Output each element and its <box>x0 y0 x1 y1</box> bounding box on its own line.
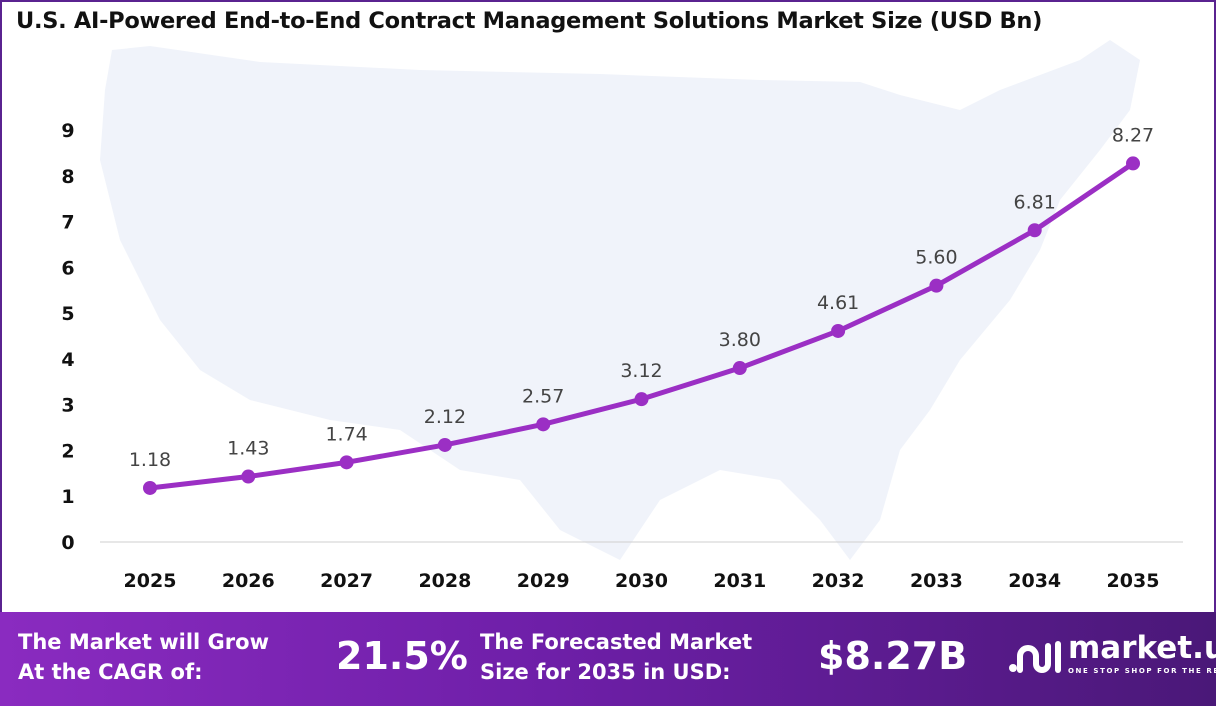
x-tick-label: 2026 <box>222 570 275 592</box>
data-point <box>732 361 747 376</box>
y-tick-label: 3 <box>61 395 74 417</box>
data-label: 2.12 <box>424 406 466 428</box>
us-map-background <box>100 40 1140 560</box>
x-tick-label: 2029 <box>517 570 570 592</box>
y-tick-label: 6 <box>61 257 74 279</box>
x-tick-label: 2035 <box>1107 570 1160 592</box>
data-point <box>929 278 944 293</box>
y-tick-label: 4 <box>61 349 74 371</box>
x-tick-label: 2025 <box>124 570 177 592</box>
y-tick-label: 0 <box>61 532 74 554</box>
logo-tagline: ONE STOP SHOP FOR THE REPORTS <box>1068 667 1216 675</box>
x-tick-label: 2027 <box>320 570 373 592</box>
data-label: 1.18 <box>129 449 171 471</box>
data-point <box>143 480 157 495</box>
data-point <box>536 417 551 432</box>
data-label: 5.60 <box>915 247 957 269</box>
cagr-value: 21.5% <box>336 634 468 678</box>
data-point <box>437 437 452 452</box>
market-us-logo: market.us ONE STOP SHOP FOR THE REPORTS <box>1008 630 1216 688</box>
data-point <box>831 323 846 338</box>
data-label: 3.80 <box>719 329 761 351</box>
x-tick-label: 2033 <box>910 570 963 592</box>
y-tick-label: 2 <box>61 440 74 462</box>
data-label: 1.74 <box>325 423 367 445</box>
data-point <box>634 392 649 407</box>
forecast-label: The Forecasted Market Size for 2035 in U… <box>480 630 753 684</box>
logo-name: market.us <box>1068 630 1216 666</box>
market-us-logo-icon <box>1009 641 1061 673</box>
x-tick-label: 2030 <box>615 570 668 592</box>
data-point <box>1126 156 1140 171</box>
data-label: 3.12 <box>620 360 662 382</box>
footer-banner: The Market will Grow At the CAGR of: 21.… <box>0 612 1216 706</box>
data-point <box>339 455 354 470</box>
data-label: 4.61 <box>817 292 859 314</box>
y-tick-label: 7 <box>61 212 74 234</box>
data-label: 1.43 <box>227 438 269 460</box>
x-tick-label: 2032 <box>812 570 865 592</box>
x-tick-label: 2034 <box>1008 570 1061 592</box>
cagr-label: The Market will Grow At the CAGR of: <box>18 630 269 684</box>
data-label: 6.81 <box>1014 191 1056 213</box>
x-tick-label: 2031 <box>713 570 766 592</box>
y-tick-label: 8 <box>61 166 74 188</box>
y-tick-label: 9 <box>61 120 74 142</box>
data-label: 2.57 <box>522 385 564 407</box>
data-point <box>241 469 256 484</box>
x-tick-label: 2028 <box>418 570 471 592</box>
chart-title: U.S. AI-Powered End-to-End Contract Mana… <box>16 8 1043 34</box>
y-tick-label: 5 <box>61 303 74 325</box>
y-tick-label: 1 <box>61 486 74 508</box>
forecast-value: $8.27B <box>818 634 968 678</box>
data-label: 8.27 <box>1112 124 1154 146</box>
data-point <box>1027 223 1042 238</box>
line-chart: 0 1 2 3 4 5 6 7 8 9 2025 2026 2027 2028 2029 2030 2031 2… <box>61 40 1183 592</box>
